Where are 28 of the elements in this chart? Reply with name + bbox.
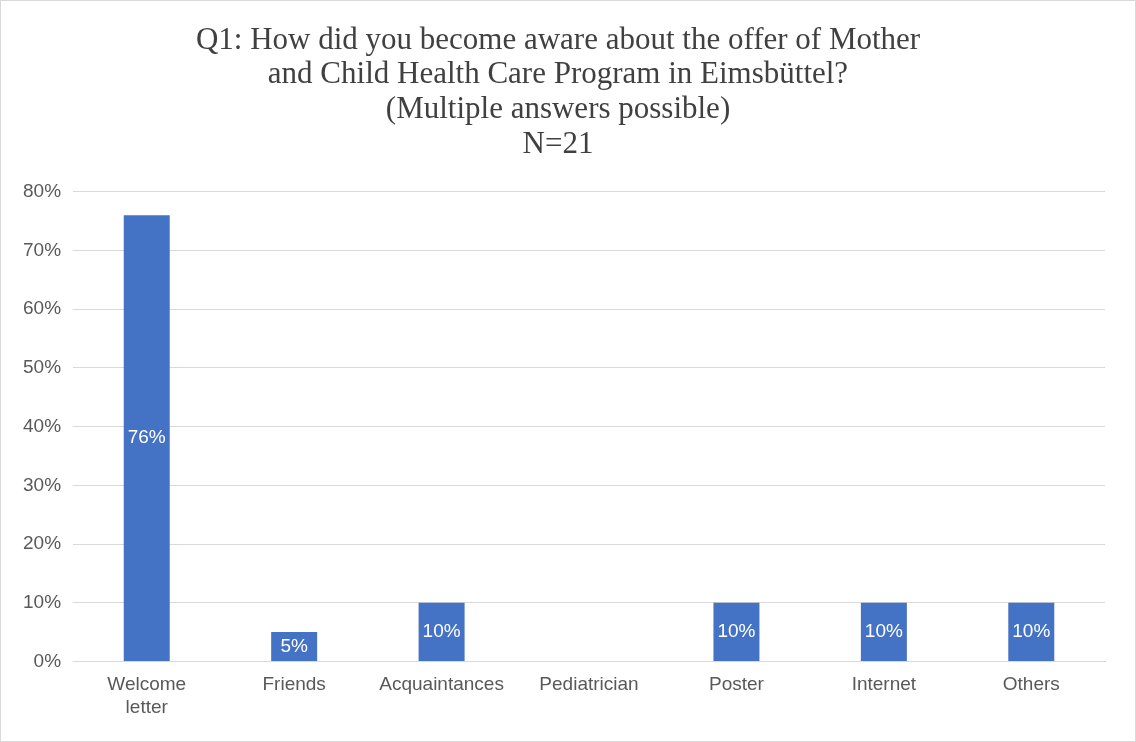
y-tick-label: 60% <box>23 297 62 319</box>
data-label: 10% <box>422 620 461 642</box>
y-tick-label: 30% <box>23 473 62 495</box>
chart-title: Q1: How did you become aware about the offer of Mother and Child Health Care Program in Eimsbüttel? (Multiple answers possible) N=21 <box>195 20 921 160</box>
x-tick-label: Welcome letter <box>107 673 187 717</box>
data-label: 76% <box>127 426 166 448</box>
bar <box>123 215 170 661</box>
bar <box>1008 602 1055 661</box>
y-tick-label: 80% <box>23 180 62 202</box>
x-tick-label: Acquaintances <box>379 673 504 695</box>
data-label: 5% <box>280 634 308 656</box>
x-tick-label: Poster <box>708 673 765 695</box>
data-label: 10% <box>1012 620 1051 642</box>
bar <box>418 602 465 661</box>
data-label: 10% <box>864 620 903 642</box>
data-label: 10% <box>717 620 756 642</box>
bar <box>860 602 907 661</box>
y-tick-label: 0% <box>33 649 62 671</box>
y-tick-label: 50% <box>23 356 62 378</box>
y-tick-label: 40% <box>23 414 62 436</box>
y-tick-label: 10% <box>23 590 62 612</box>
y-tick-label: 20% <box>23 532 62 554</box>
bar <box>713 602 760 661</box>
x-tick-label: Internet <box>851 673 917 695</box>
x-tick-label: Others <box>1002 673 1060 695</box>
x-tick-label: Pediatrician <box>539 673 639 695</box>
x-tick-label: Friends <box>262 673 326 695</box>
y-tick-label: 70% <box>23 238 62 260</box>
